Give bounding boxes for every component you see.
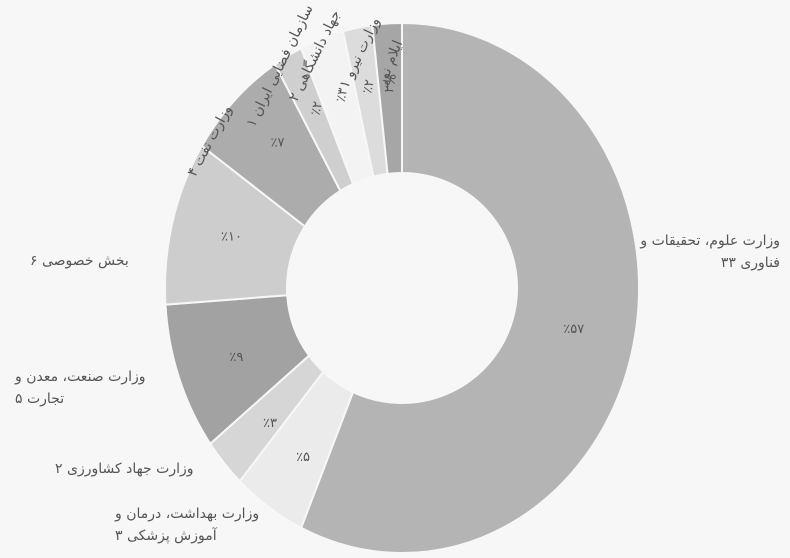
value-label: ٪۵۷ [563, 322, 584, 337]
category-label: وزارت بهداشت، درمان و آموزش پزشکی ۳ [115, 506, 260, 544]
category-label: بخش خصوصی ۶ [30, 253, 129, 269]
category-label: وزارت علوم، تحقیقات و فناوری ۳۳ [640, 233, 780, 271]
value-label: ٪۱۰ [221, 230, 242, 245]
value-label: ٪۳ [263, 416, 277, 431]
value-label: ٪۹ [229, 350, 243, 365]
donut-segment [371, 21, 403, 176]
value-label: ٪۲ [360, 78, 377, 94]
category-label: وزارت جهاد کشاورزی ۲ [55, 461, 194, 477]
value-label: ۲% [382, 73, 400, 95]
value-label: ٪۵ [296, 450, 310, 465]
donut-segment [299, 21, 640, 554]
value-label: ٪۷ [271, 136, 285, 151]
category-label: وزارت صنعت، معدن و تجارت ۵ [15, 369, 146, 407]
value-label: ٪۳ [334, 87, 351, 103]
